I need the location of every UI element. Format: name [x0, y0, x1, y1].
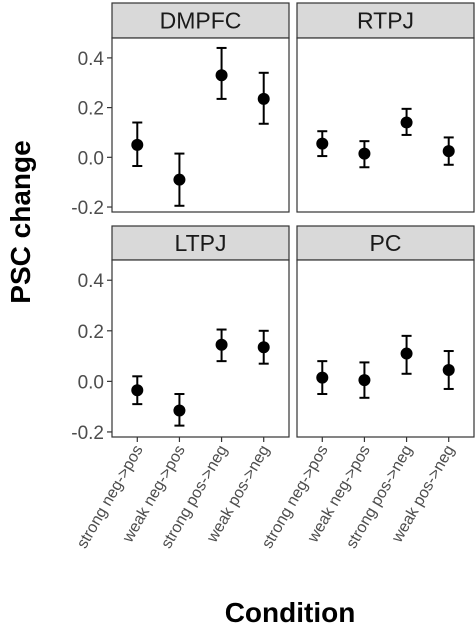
point-marker [215, 338, 228, 351]
panel-pc: PC [296, 225, 475, 442]
panel-frame-rtpj [296, 37, 475, 213]
data-point-ltpj-1 [131, 375, 144, 406]
strip-rtpj [296, 2, 475, 39]
y-tick-label: -0.2 [71, 423, 104, 444]
panel-frame-pc [296, 259, 475, 438]
strip-title-pc: PC [370, 230, 402, 256]
facet-panels: DMPFC -0.2 0.0 0.2 0.4 RTPJ LTPJ -0.2 0.0 0.2 0.4 P… [71, 2, 475, 444]
point-marker [215, 69, 228, 82]
y-tick-label: 0.2 [78, 322, 104, 343]
panel-dmpfc: DMPFC -0.2 0.0 0.2 0.4 [71, 2, 290, 219]
y-tick-label: 0.2 [78, 99, 104, 120]
panel-rtpj: RTPJ [296, 2, 475, 213]
strip-ltpj [111, 225, 290, 261]
data-point-pc-4 [442, 350, 455, 390]
x-axis-title: Condition [225, 597, 356, 628]
point-marker [257, 341, 270, 354]
point-marker [400, 347, 413, 360]
point-marker [131, 138, 144, 151]
point-marker [358, 374, 371, 387]
data-point-dmpfc-2 [173, 152, 186, 207]
point-marker [173, 173, 186, 186]
point-marker [257, 92, 270, 105]
point-marker [442, 363, 455, 376]
panel-frame-dmpfc [111, 37, 290, 213]
data-point-rtpj-2 [358, 140, 371, 169]
point-marker [358, 147, 371, 160]
data-point-ltpj-2 [173, 393, 186, 427]
point-marker [316, 137, 329, 150]
strip-pc [296, 225, 475, 261]
data-point-ltpj-3 [215, 328, 228, 363]
y-tick-label: 0.0 [78, 148, 104, 169]
point-marker [400, 116, 413, 129]
data-point-ltpj-4 [257, 329, 270, 365]
data-point-dmpfc-4 [257, 71, 270, 125]
strip-title-ltpj: LTPJ [175, 230, 227, 256]
point-marker [173, 404, 186, 417]
data-point-pc-1 [316, 360, 329, 396]
strip-title-rtpj: RTPJ [357, 8, 414, 34]
point-marker [442, 145, 455, 158]
y-axis-title: PSC change [5, 140, 36, 303]
panel-ltpj: LTPJ -0.2 0.0 0.2 0.4 [71, 225, 290, 444]
y-tick-label: 0.4 [78, 49, 105, 70]
strip-dmpfc [111, 2, 290, 39]
point-marker [131, 384, 144, 397]
y-tick-label: -0.2 [71, 198, 104, 219]
data-point-dmpfc-1 [131, 121, 144, 168]
y-tick-label: 0.0 [78, 372, 104, 393]
data-point-pc-3 [400, 334, 413, 375]
point-marker [316, 371, 329, 384]
data-point-rtpj-3 [400, 107, 413, 136]
data-point-rtpj-1 [316, 130, 329, 158]
data-point-pc-2 [358, 361, 371, 399]
data-point-dmpfc-3 [215, 46, 228, 100]
y-tick-label: 0.4 [78, 271, 105, 292]
data-point-rtpj-4 [442, 136, 455, 166]
strip-title-dmpfc: DMPFC [160, 8, 242, 34]
